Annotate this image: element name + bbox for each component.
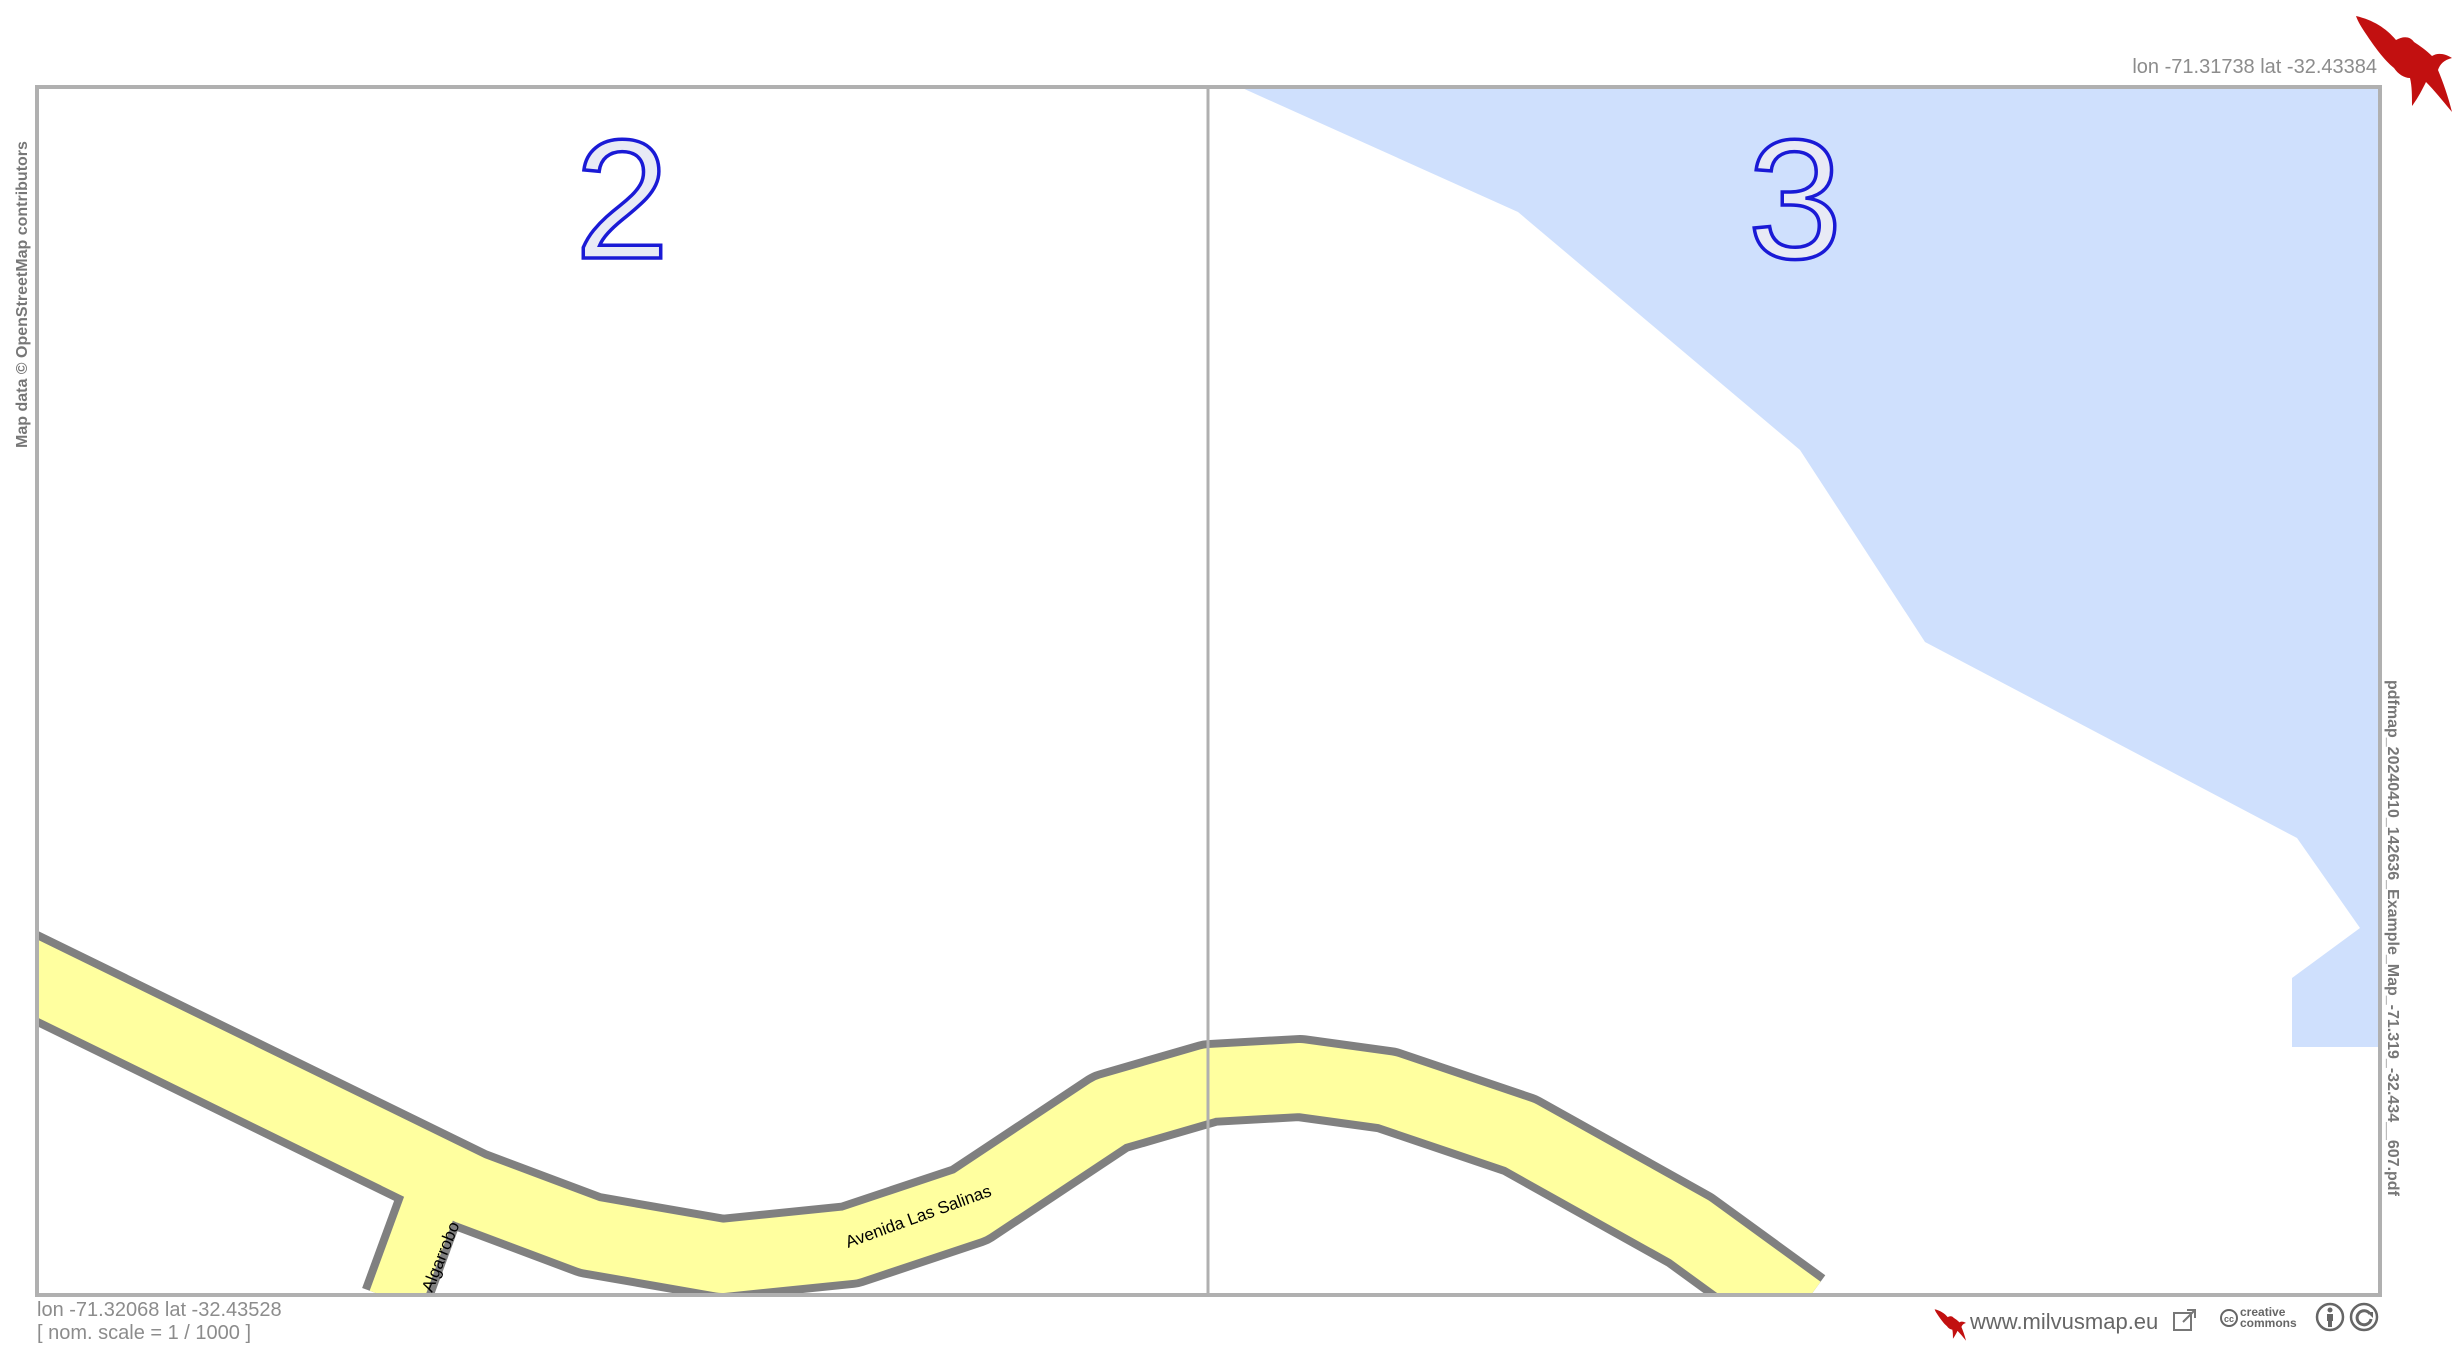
- kite-bird-icon: [2356, 16, 2452, 112]
- cc-sa-icon: [2349, 1302, 2379, 1332]
- external-link-icon[interactable]: [2172, 1307, 2198, 1333]
- cc-by-icon: [2315, 1302, 2345, 1332]
- bottom-left-coordinate: lon -71.32068 lat -32.43528: [37, 1299, 282, 1321]
- top-right-coordinate: lon -71.31738 lat -32.43384: [2132, 56, 2377, 78]
- svg-text:cc: cc: [2224, 1314, 2234, 1324]
- filename-text: pdfmap_20240410_142636_Example_Map_-71.3…: [2384, 680, 2401, 1197]
- scale-text: [ nom. scale = 1 / 1000 ]: [37, 1322, 252, 1344]
- website-link[interactable]: www.milvusmap.eu: [1970, 1309, 2159, 1334]
- cc-icon: cc: [2220, 1309, 2238, 1327]
- kite-bird-small-icon: [1934, 1309, 1967, 1341]
- cc-label-line2: commons: [2240, 1316, 2297, 1330]
- water-area: [1240, 87, 2380, 1047]
- page-number-3: 3: [1748, 105, 1843, 295]
- page-number-2: 2: [575, 105, 670, 295]
- road-fill-avenida-las-salinas: [37, 939, 1821, 1295]
- cc-label-line1: creative: [2240, 1305, 2286, 1319]
- attribution-text: Map data © OpenStreetMap contributors: [14, 141, 31, 448]
